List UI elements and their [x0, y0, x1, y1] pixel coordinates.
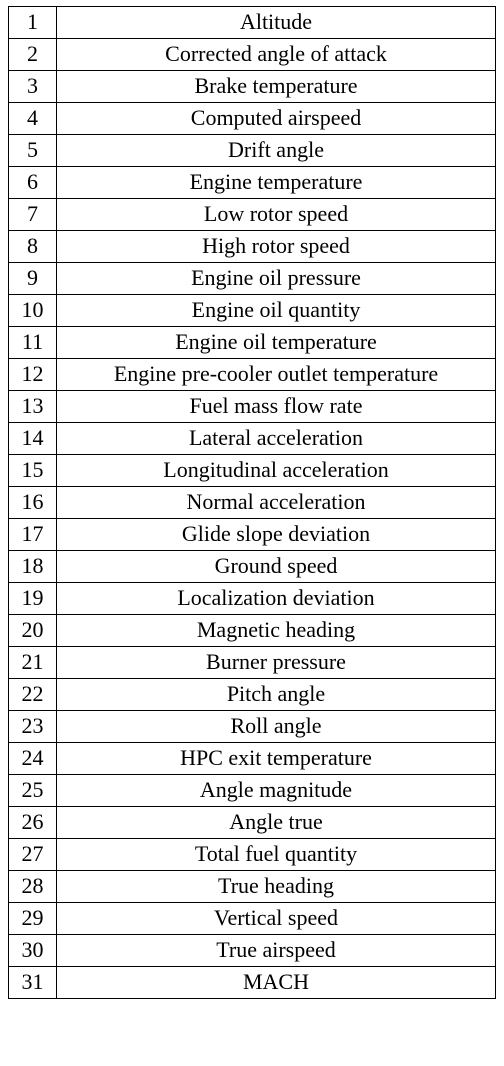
row-index: 12 [9, 359, 57, 391]
row-index: 29 [9, 903, 57, 935]
row-index: 28 [9, 871, 57, 903]
row-index: 26 [9, 807, 57, 839]
row-index: 27 [9, 839, 57, 871]
row-index: 9 [9, 263, 57, 295]
table-row: 7 Low rotor speed [9, 199, 496, 231]
row-index: 15 [9, 455, 57, 487]
row-label: Brake temperature [57, 71, 496, 103]
page: 1 Altitude 2 Corrected angle of attack 3… [0, 0, 504, 1005]
row-index: 5 [9, 135, 57, 167]
table-row: 28 True heading [9, 871, 496, 903]
row-label: Drift angle [57, 135, 496, 167]
table-row: 12 Engine pre-cooler outlet temperature [9, 359, 496, 391]
table-row: 23 Roll angle [9, 711, 496, 743]
table-row: 2 Corrected angle of attack [9, 39, 496, 71]
row-label: Angle true [57, 807, 496, 839]
table-row: 11 Engine oil temperature [9, 327, 496, 359]
table-row: 13 Fuel mass flow rate [9, 391, 496, 423]
row-index: 20 [9, 615, 57, 647]
table-row: 24 HPC exit temperature [9, 743, 496, 775]
row-index: 22 [9, 679, 57, 711]
row-index: 30 [9, 935, 57, 967]
row-index: 8 [9, 231, 57, 263]
row-label: True heading [57, 871, 496, 903]
table-row: 25 Angle magnitude [9, 775, 496, 807]
row-label: Roll angle [57, 711, 496, 743]
row-label: Low rotor speed [57, 199, 496, 231]
row-index: 1 [9, 7, 57, 39]
row-label: Angle magnitude [57, 775, 496, 807]
row-index: 19 [9, 583, 57, 615]
row-label: Localization deviation [57, 583, 496, 615]
row-label: Longitudinal acceleration [57, 455, 496, 487]
row-label: HPC exit temperature [57, 743, 496, 775]
table-row: 29 Vertical speed [9, 903, 496, 935]
row-index: 3 [9, 71, 57, 103]
table-row: 17 Glide slope deviation [9, 519, 496, 551]
table-row: 19 Localization deviation [9, 583, 496, 615]
row-label: Engine temperature [57, 167, 496, 199]
row-label: Engine oil quantity [57, 295, 496, 327]
row-index: 7 [9, 199, 57, 231]
row-label: Engine oil pressure [57, 263, 496, 295]
row-label: Lateral acceleration [57, 423, 496, 455]
table-row: 21 Burner pressure [9, 647, 496, 679]
parameter-table-body: 1 Altitude 2 Corrected angle of attack 3… [9, 7, 496, 999]
row-label: Engine oil temperature [57, 327, 496, 359]
table-row: 18 Ground speed [9, 551, 496, 583]
row-index: 25 [9, 775, 57, 807]
row-index: 13 [9, 391, 57, 423]
row-index: 11 [9, 327, 57, 359]
row-label: Pitch angle [57, 679, 496, 711]
row-index: 16 [9, 487, 57, 519]
table-row: 6 Engine temperature [9, 167, 496, 199]
table-row: 22 Pitch angle [9, 679, 496, 711]
table-row: 31 MACH [9, 967, 496, 999]
row-label: MACH [57, 967, 496, 999]
row-label: Fuel mass flow rate [57, 391, 496, 423]
row-label: Magnetic heading [57, 615, 496, 647]
table-row: 15 Longitudinal acceleration [9, 455, 496, 487]
table-row: 27 Total fuel quantity [9, 839, 496, 871]
row-label: Vertical speed [57, 903, 496, 935]
table-row: 30 True airspeed [9, 935, 496, 967]
table-row: 8 High rotor speed [9, 231, 496, 263]
row-index: 23 [9, 711, 57, 743]
row-label: Computed airspeed [57, 103, 496, 135]
row-index: 10 [9, 295, 57, 327]
row-label: Engine pre-cooler outlet temperature [57, 359, 496, 391]
row-index: 21 [9, 647, 57, 679]
row-index: 31 [9, 967, 57, 999]
table-row: 26 Angle true [9, 807, 496, 839]
row-label: Burner pressure [57, 647, 496, 679]
row-index: 6 [9, 167, 57, 199]
row-label: Normal acceleration [57, 487, 496, 519]
row-index: 24 [9, 743, 57, 775]
row-index: 2 [9, 39, 57, 71]
row-index: 14 [9, 423, 57, 455]
row-label: Total fuel quantity [57, 839, 496, 871]
row-label: Corrected angle of attack [57, 39, 496, 71]
parameter-table: 1 Altitude 2 Corrected angle of attack 3… [8, 6, 496, 999]
table-row: 10 Engine oil quantity [9, 295, 496, 327]
row-label: Glide slope deviation [57, 519, 496, 551]
row-index: 17 [9, 519, 57, 551]
row-label: Altitude [57, 7, 496, 39]
table-row: 20 Magnetic heading [9, 615, 496, 647]
table-row: 14 Lateral acceleration [9, 423, 496, 455]
row-index: 4 [9, 103, 57, 135]
row-label: Ground speed [57, 551, 496, 583]
table-row: 5 Drift angle [9, 135, 496, 167]
row-label: High rotor speed [57, 231, 496, 263]
table-row: 1 Altitude [9, 7, 496, 39]
table-row: 16 Normal acceleration [9, 487, 496, 519]
row-index: 18 [9, 551, 57, 583]
table-row: 4 Computed airspeed [9, 103, 496, 135]
row-label: True airspeed [57, 935, 496, 967]
table-row: 3 Brake temperature [9, 71, 496, 103]
table-row: 9 Engine oil pressure [9, 263, 496, 295]
